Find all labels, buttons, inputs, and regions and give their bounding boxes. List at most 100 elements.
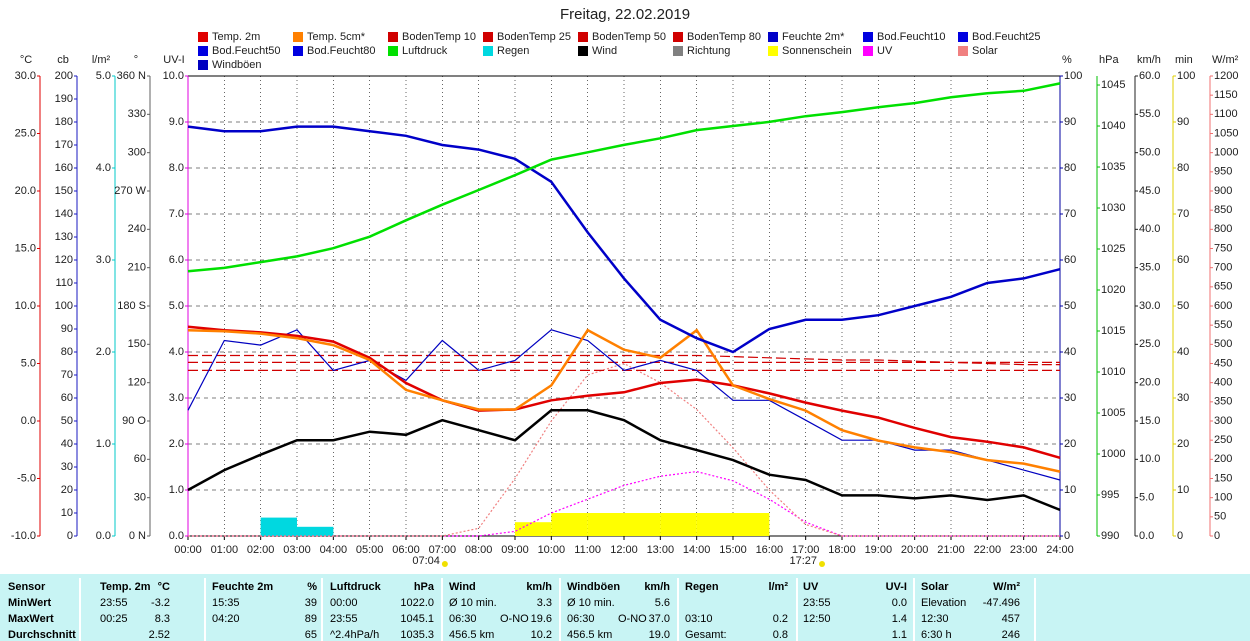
y-tick-label: 20 xyxy=(1064,438,1076,450)
y-tick-label: 5.0 xyxy=(1139,492,1154,504)
table-cell: Durchschnitt xyxy=(8,629,76,641)
x-tick-label: 18:00 xyxy=(828,544,856,556)
y-tick-label: 60.0 xyxy=(1139,70,1160,82)
table-cell: 8.3 xyxy=(155,613,170,625)
legend-label: Richtung xyxy=(687,45,730,57)
y-tick-label: 25.0 xyxy=(1139,338,1160,350)
table-header: °C xyxy=(158,581,170,593)
y-tick-label: 1010 xyxy=(1101,366,1125,378)
table-header: km/h xyxy=(644,581,670,593)
legend-label: Feuchte 2m* xyxy=(782,31,845,43)
legend-swatch xyxy=(198,60,208,70)
y-tick-label: 100 xyxy=(55,300,73,312)
table-header: Windböen xyxy=(567,581,620,593)
table-cell: ^2.4hPa/h xyxy=(330,629,379,641)
y-tick-label: 550 xyxy=(1214,319,1232,331)
y-tick-label: 25.0 xyxy=(15,127,36,139)
y-tick-label: 30 xyxy=(134,492,146,504)
y-tick-label: 990 xyxy=(1101,530,1119,542)
legend-swatch xyxy=(863,46,873,56)
table-cell: 1045.1 xyxy=(400,613,434,625)
legend-swatch xyxy=(388,32,398,42)
y-tick-label: 600 xyxy=(1214,300,1232,312)
legend-swatch xyxy=(388,46,398,56)
legend-swatch xyxy=(578,46,588,56)
y-tick-label: 50 xyxy=(1214,511,1226,523)
table-cell: 246 xyxy=(1002,629,1020,641)
y-tick-label: 300 xyxy=(1214,415,1232,427)
y-tick-label: 1005 xyxy=(1101,407,1125,419)
x-tick-label: 23:00 xyxy=(1010,544,1038,556)
series-bar xyxy=(551,513,588,536)
y-tick-label: 500 xyxy=(1214,338,1232,350)
y-tick-label: 350 xyxy=(1214,396,1232,408)
y-tick-label: 90 xyxy=(1177,116,1189,128)
y-tick-label: 1035 xyxy=(1101,161,1125,173)
x-tick-label: 10:00 xyxy=(538,544,566,556)
y-tick-label: 40 xyxy=(1177,346,1189,358)
table-cell: 06:30 xyxy=(449,613,477,625)
legend-label: BodenTemp 10 xyxy=(402,31,476,43)
legend-label: UV xyxy=(877,45,893,57)
y-tick-label: 650 xyxy=(1214,281,1232,293)
y-tick-label: 100 xyxy=(1214,492,1232,504)
y-tick-label: 0 xyxy=(1214,530,1220,542)
y-tick-label: 40 xyxy=(1064,346,1076,358)
y-tick-label: 70 xyxy=(1177,208,1189,220)
table-header: Wind xyxy=(449,581,476,593)
table-header: W/m² xyxy=(993,581,1020,593)
x-tick-label: 07:00 xyxy=(429,544,457,556)
y-tick-label: 1.0 xyxy=(169,484,184,496)
table-cell: 04:20 xyxy=(212,613,240,625)
y-tick-label: 995 xyxy=(1101,489,1119,501)
table-cell: 1035.3 xyxy=(400,629,434,641)
y-tick-label: 1200 xyxy=(1214,70,1238,82)
table-header: % xyxy=(307,581,317,593)
y-tick-label: -10.0 xyxy=(11,530,36,542)
series-line xyxy=(187,82,1061,273)
legend-swatch xyxy=(198,32,208,42)
series-line xyxy=(187,125,1061,354)
x-tick-label: 02:00 xyxy=(247,544,275,556)
y-tick-label: 300 xyxy=(128,147,146,159)
y-tick-label: 55.0 xyxy=(1139,108,1160,120)
table-cell: 37.0 xyxy=(649,613,670,625)
legend-label: BodenTemp 50 xyxy=(592,31,666,43)
y-tick-label: 10.0 xyxy=(163,70,184,82)
table-cell: 456.5 km xyxy=(449,629,494,641)
y-tick-label: 1025 xyxy=(1101,243,1125,255)
series-bar xyxy=(660,513,697,536)
y-tick-label: 8.0 xyxy=(169,162,184,174)
x-tick-label: 22:00 xyxy=(974,544,1002,556)
y-tick-label: 270 W xyxy=(114,185,146,197)
sun-marker xyxy=(819,561,826,567)
y-tick-label: 120 xyxy=(128,377,146,389)
y-tick-label: 1045 xyxy=(1101,79,1125,91)
y-tick-label: 20 xyxy=(1177,438,1189,450)
series-bar xyxy=(297,526,334,536)
axis-unit: km/h xyxy=(1137,54,1161,66)
table-cell: 3.3 xyxy=(537,597,552,609)
y-tick-label: 0 xyxy=(1064,530,1070,542)
legend-swatch xyxy=(293,46,303,56)
axis-unit: hPa xyxy=(1099,54,1119,66)
y-tick-label: 130 xyxy=(55,231,73,243)
y-tick-label: 20.0 xyxy=(15,185,36,197)
y-tick-label: 1.0 xyxy=(96,438,111,450)
x-tick-label: 06:00 xyxy=(392,544,420,556)
y-tick-label: 0 xyxy=(67,530,73,542)
y-tick-label: 80 xyxy=(1064,162,1076,174)
y-tick-label: 90 O xyxy=(122,415,146,427)
table-cell: 0.0 xyxy=(892,597,907,609)
legend-label: Solar xyxy=(972,45,998,57)
series-line xyxy=(188,354,1060,366)
series-line xyxy=(187,409,1061,512)
sun-marker xyxy=(441,561,448,567)
y-tick-label: 250 xyxy=(1214,434,1232,446)
x-tick-label: 24:00 xyxy=(1046,544,1074,556)
series-line xyxy=(188,362,1060,537)
y-tick-label: 30 xyxy=(1064,392,1076,404)
y-tick-label: 1150 xyxy=(1214,89,1238,101)
y-tick-label: 35.0 xyxy=(1139,262,1160,274)
table-header: Regen xyxy=(685,581,719,593)
